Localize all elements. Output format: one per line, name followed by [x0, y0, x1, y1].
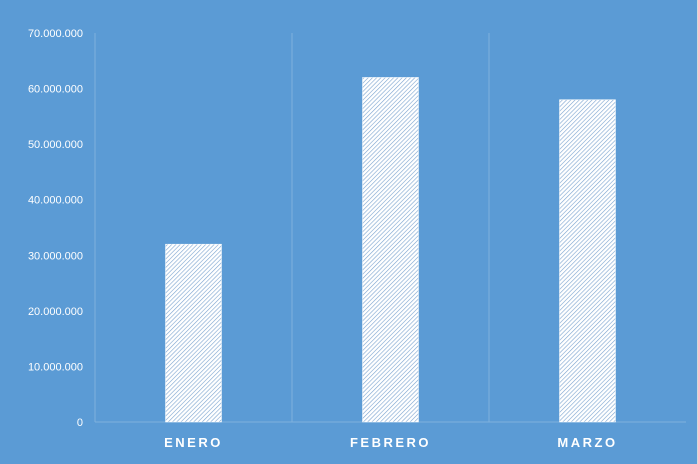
x-tick-label: FEBRERO — [350, 435, 431, 450]
bar-marzo — [559, 99, 616, 423]
y-tick-label: 0 — [77, 417, 83, 429]
x-axis: ENERO FEBRERO MARZO — [164, 435, 617, 450]
y-tick-label: 50.000.000 — [28, 139, 83, 151]
y-tick-label: 10.000.000 — [28, 361, 83, 373]
y-tick-label: 70.000.000 — [28, 28, 83, 40]
bar-enero — [165, 243, 222, 423]
gridlines — [291, 33, 490, 422]
x-tick-label: ENERO — [164, 435, 223, 450]
bars — [165, 77, 616, 423]
y-tick-label: 20.000.000 — [28, 306, 83, 318]
y-tick-label: 30.000.000 — [28, 250, 83, 262]
y-tick-label: 60.000.000 — [28, 84, 83, 96]
y-tick-label: 40.000.000 — [28, 195, 83, 207]
y-axis: 0 10.000.000 20.000.000 30.000.000 40.000.00… — [28, 28, 686, 429]
bar-febrero — [362, 77, 419, 423]
x-tick-label: MARZO — [557, 435, 617, 450]
